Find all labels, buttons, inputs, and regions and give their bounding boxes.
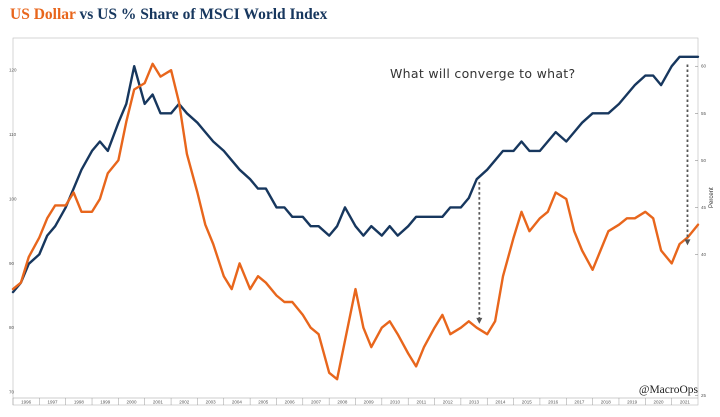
annotation-arrows xyxy=(476,64,691,324)
left-tick-label: 120 xyxy=(9,68,17,73)
x-tick-label: 2007 xyxy=(311,400,322,405)
x-tick-label: 1999 xyxy=(100,400,111,405)
series-lines xyxy=(11,55,700,381)
right-tick-label: 40 xyxy=(701,252,707,257)
x-tick-label: 2010 xyxy=(390,400,401,405)
x-tick-label: 2000 xyxy=(127,400,138,405)
left-tick-label: 80 xyxy=(9,325,15,330)
x-tick-label: 2008 xyxy=(337,400,348,405)
left-tick-label: 100 xyxy=(9,196,17,201)
right-tick-label: 25 xyxy=(701,393,707,398)
x-tick-label: 2006 xyxy=(285,400,296,405)
left-tick-label: 110 xyxy=(9,132,17,137)
right-tick-label: 60 xyxy=(701,64,707,69)
x-tick-label: 2014 xyxy=(495,400,506,405)
x-tick-label: 2015 xyxy=(522,400,533,405)
x-tick-label: 2018 xyxy=(601,400,612,405)
x-tick-label: 2012 xyxy=(443,400,454,405)
right-tick-label: 55 xyxy=(701,111,707,116)
chart-title: US Dollar vs US % Share of MSCI World In… xyxy=(10,6,327,24)
x-tick-label: 1998 xyxy=(74,400,85,405)
series-msci-share-line xyxy=(11,55,700,294)
right-tick-label: 50 xyxy=(701,158,707,163)
axis-ticks: 1996 1997 1998 1999 2000 2001 2002 2003 2004 2005… xyxy=(9,64,707,405)
x-tick-label: 1997 xyxy=(48,400,59,405)
x-tick-label: 2009 xyxy=(364,400,375,405)
right-axis-label: Percent xyxy=(709,187,715,208)
x-tick-label: 2002 xyxy=(179,400,190,405)
x-tick-label: 2013 xyxy=(469,400,480,405)
x-tick-label: 2019 xyxy=(627,400,638,405)
x-tick-label: 2005 xyxy=(258,400,269,405)
credit-label: @MacroOps xyxy=(638,384,698,396)
series-usd-line xyxy=(11,62,700,381)
title-connector: vs xyxy=(75,6,98,23)
left-tick-label: 70 xyxy=(9,390,15,395)
arrow-head-1 xyxy=(476,317,483,324)
title-usd-part: US Dollar xyxy=(10,6,76,23)
x-tick-label: 2021 xyxy=(680,400,691,405)
arrow-head-2 xyxy=(684,239,691,246)
x-tick-label: 2001 xyxy=(153,400,164,405)
x-tick-label: 2004 xyxy=(232,400,243,405)
left-tick-label: 90 xyxy=(9,261,15,266)
right-tick-label: 45 xyxy=(701,205,707,210)
x-tick-label: 2003 xyxy=(206,400,217,405)
annotation-text: What will converge to what? xyxy=(390,66,576,81)
x-tick-label: 2011 xyxy=(417,400,427,405)
plot-frame xyxy=(12,37,699,406)
title-share-part: US % Share of MSCI World Index xyxy=(97,6,328,23)
x-tick-label: 2016 xyxy=(548,400,559,405)
x-tick-label: 1996 xyxy=(21,400,32,405)
plot-border xyxy=(12,37,699,406)
x-tick-label: 2020 xyxy=(653,400,664,405)
x-tick-label: 2017 xyxy=(574,400,585,405)
